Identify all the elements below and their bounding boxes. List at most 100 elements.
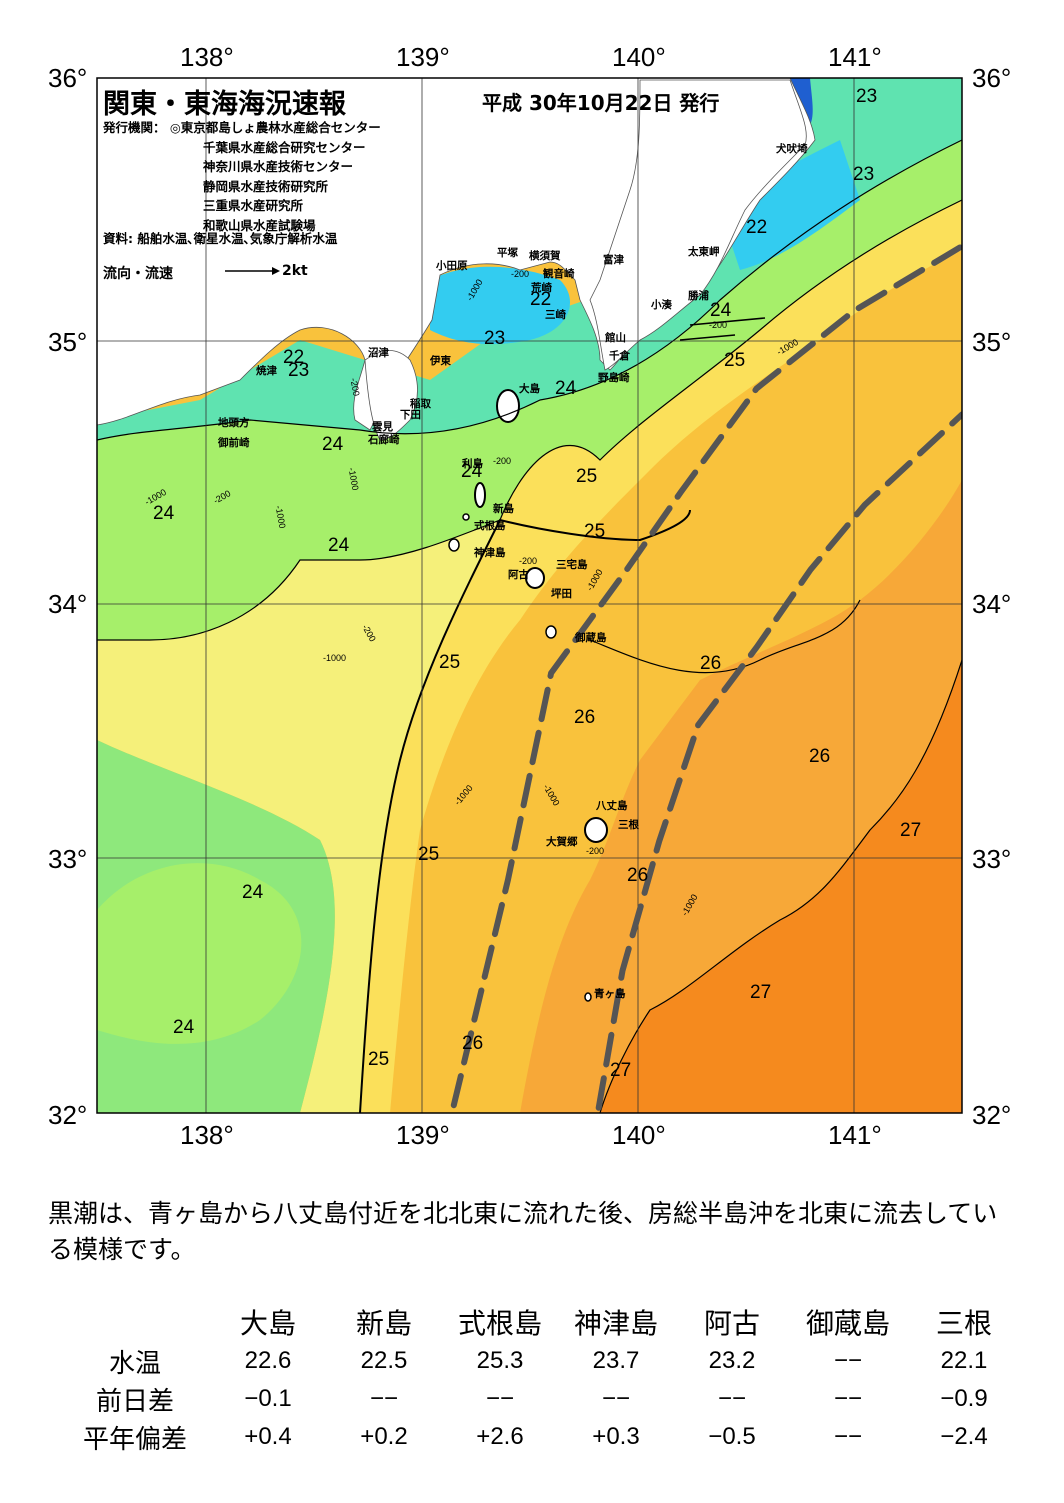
lat-label-left: 33° [48, 844, 88, 874]
issuer-label: 発行機関： [103, 120, 166, 135]
water-25 [360, 200, 962, 1113]
depth-label: -200 [709, 320, 728, 330]
table-cell: −− [833, 1347, 863, 1374]
lon-label-top: 141° [828, 42, 882, 72]
table-cell: 23.2 [708, 1347, 756, 1374]
sea-temperature-map [96, 77, 963, 1114]
isotherm-label: 26 [574, 707, 596, 728]
isotherm-label: 23 [288, 360, 310, 381]
flow-legend-scale: 2kt [282, 263, 308, 279]
place-name: 焼津 [256, 365, 277, 377]
column-header: 神津島 [573, 1307, 658, 1340]
place-name: 利島 [462, 458, 483, 470]
isotherm-label: 25 [418, 844, 440, 865]
table-cell: 25.3 [476, 1347, 524, 1374]
place-name: 三宅島 [556, 559, 588, 571]
lat-label-right: 32° [972, 1100, 1012, 1130]
isotherm-label: 23 [853, 164, 875, 185]
water-26b [520, 480, 962, 1113]
issuer-item: ◎東京都島しょ農林水産総合センター [169, 120, 381, 135]
place-name: 石廊崎 [368, 434, 400, 446]
column-header: 阿古 [703, 1307, 760, 1340]
place-name: 阿古 [508, 569, 529, 581]
table-cell: −− [369, 1385, 399, 1412]
map-title: 関東・東海海況速報 [103, 89, 346, 120]
current-arrows [679, 317, 766, 341]
column-header: 大島 [239, 1307, 296, 1340]
table-cell: 22.1 [940, 1347, 988, 1374]
place-name: 小田原 [436, 260, 468, 272]
land-izu [364, 350, 418, 441]
water-22-east [720, 140, 860, 270]
place-name: 大賀郷 [546, 836, 578, 848]
table-cell: +2.6 [476, 1423, 524, 1450]
table-row: 平年偏差 +0.4 +0.2 +2.6 +0.3 −0.5 −− −2.4 [60, 1418, 1022, 1456]
depth-label: -200 [519, 556, 538, 566]
island-mikurajima [545, 625, 557, 639]
water-24-sw-inner [97, 863, 302, 1044]
depth-label: -200 [511, 269, 530, 279]
lon-label-top: 138° [180, 42, 234, 72]
isotherm-label: 26 [627, 865, 649, 886]
water-25-west [97, 520, 500, 1113]
lat-label-right: 36° [972, 63, 1012, 93]
place-name: 三崎 [545, 309, 566, 321]
lat-label-right: 35° [972, 327, 1012, 357]
place-name: 勝浦 [688, 290, 709, 302]
place-name: 野島崎 [598, 372, 630, 384]
isotherm-label: 25 [368, 1049, 390, 1070]
place-name: 式根島 [474, 520, 506, 532]
place-name: 太東岬 [688, 246, 720, 258]
island-niijima [474, 482, 486, 508]
island-shikinejima [462, 513, 470, 521]
depth-label: -200 [586, 846, 605, 856]
issuer-item: 静岡県水産技術研究所 [203, 178, 329, 194]
place-name: 沼津 [368, 347, 389, 359]
table-cell: −− [833, 1385, 863, 1412]
table-cell: +0.3 [592, 1423, 640, 1450]
lat-label-left: 32° [48, 1100, 88, 1130]
place-name: 八丈島 [596, 800, 628, 812]
water-24 [97, 140, 962, 640]
column-header: 三根 [935, 1307, 992, 1340]
isotherm-label: 27 [750, 982, 772, 1003]
lat-label-right: 34° [972, 589, 1012, 619]
lon-label-bottom: 141° [828, 1120, 882, 1150]
island-kozushima [448, 538, 460, 552]
table-cell: −0.5 [708, 1423, 756, 1450]
column-header: 御蔵島 [805, 1307, 890, 1340]
place-name: 観音崎 [543, 268, 575, 280]
water-22 [430, 266, 570, 345]
isotherm-label: 27 [610, 1060, 632, 1081]
data-source: 資料: 船舶水温､衛星水温､気象庁解析水温 [103, 231, 338, 246]
graticule [97, 78, 962, 1113]
flow-scale-arrowhead [272, 267, 280, 275]
table-cell: −0.9 [940, 1385, 988, 1412]
table-cell: 22.5 [360, 1347, 408, 1374]
place-name: 新島 [493, 503, 514, 515]
isotherm-label: 27 [900, 820, 922, 841]
place-name: 荒崎 [531, 282, 552, 294]
isotherm-label: 26 [809, 746, 831, 767]
isotherm-label: 26 [700, 653, 722, 674]
place-name: 館山 [605, 332, 626, 344]
place-name: 平塚 [497, 247, 518, 259]
lon-label-top: 139° [396, 42, 450, 72]
table-cell: −2.4 [940, 1423, 988, 1450]
place-name: 青ヶ島 [594, 988, 626, 1000]
place-name: 稲取 [410, 398, 431, 410]
isotherm-label: 25 [724, 350, 746, 371]
isotherm-label: 24 [242, 882, 264, 903]
issuer-list: 発行機関： ◎東京都島しょ農林水産総合センター 千葉県水産総合研究センター 神奈… [103, 118, 381, 235]
lon-label-bottom: 138° [180, 1120, 234, 1150]
isotherm-label: 24 [153, 503, 175, 524]
table-cell: −− [717, 1385, 747, 1412]
summary-text: 黒潮は、青ヶ島から八丈島付近を北北東に流れた後、房総半島沖を北東に流去している模… [48, 1199, 998, 1264]
isotherm-label: 23 [856, 86, 878, 107]
column-header: 式根島 [457, 1307, 542, 1340]
row-header: 平年偏差 [82, 1423, 187, 1454]
place-name: 横須賀 [529, 250, 561, 262]
island-oshima [496, 389, 520, 423]
table-cell: 23.7 [592, 1347, 640, 1374]
depth-label: -1000 [323, 653, 347, 663]
